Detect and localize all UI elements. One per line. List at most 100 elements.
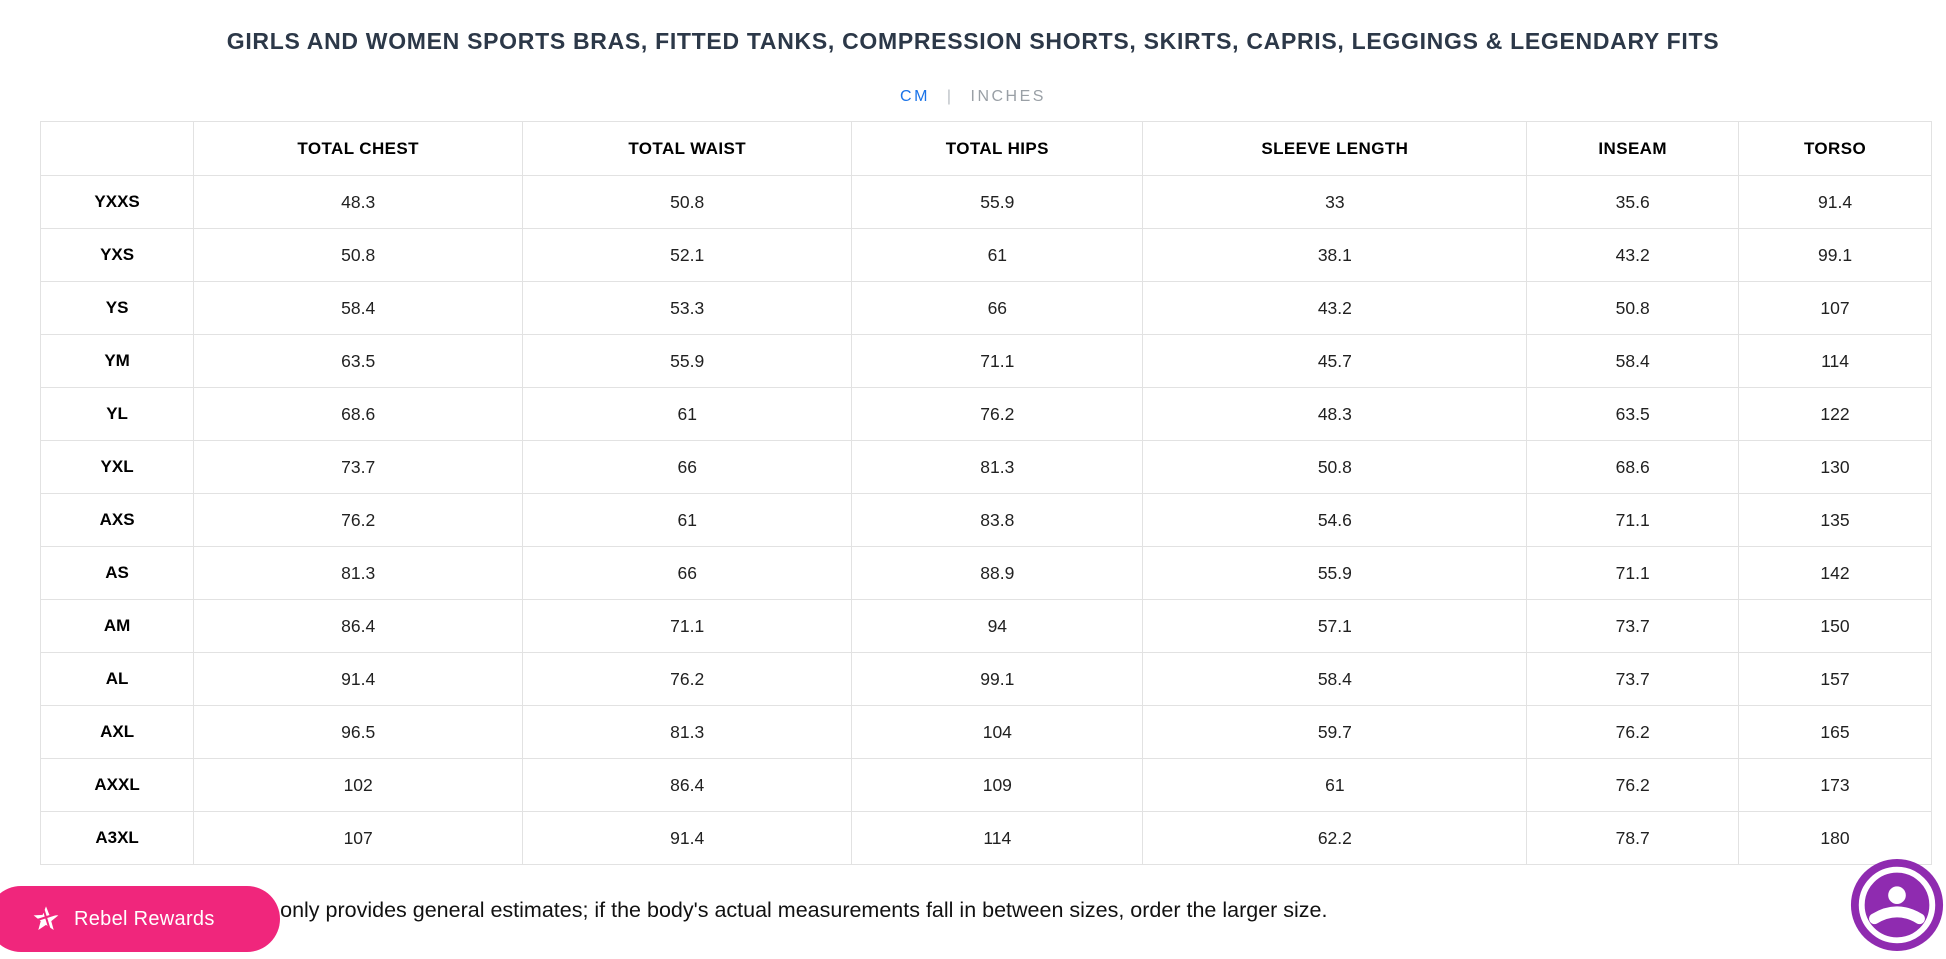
measurement-cell: 142 — [1738, 546, 1932, 600]
measurement-cell: 73.7 — [1526, 652, 1740, 706]
measurement-cell: 61 — [522, 493, 853, 547]
measurement-cell: 102 — [193, 758, 524, 812]
measurement-cell: 48.3 — [193, 175, 524, 229]
unit-separator: | — [946, 88, 954, 105]
table-row: A3XL 107 91.4 114 62.2 78.7 180 — [39, 811, 1932, 865]
measurement-cell: 68.6 — [193, 387, 524, 441]
measurement-cell: 165 — [1738, 705, 1932, 759]
measurement-cell: 66 — [851, 281, 1144, 335]
measurement-cell: 66 — [522, 546, 853, 600]
measurement-cell: 135 — [1738, 493, 1932, 547]
corner-cell — [39, 121, 195, 176]
size-label: YXL — [39, 440, 195, 494]
table-row: AXXL 102 86.4 109 61 76.2 173 — [39, 758, 1932, 812]
unit-inches-link[interactable]: INCHES — [970, 88, 1046, 105]
measurement-cell: 81.3 — [522, 705, 853, 759]
measurement-cell: 76.2 — [522, 652, 853, 706]
measurement-cell: 53.3 — [522, 281, 853, 335]
measurement-cell: 104 — [851, 705, 1144, 759]
measurement-cell: 71.1 — [1526, 493, 1740, 547]
measurement-cell: 99.1 — [1738, 228, 1932, 282]
measurement-cell: 157 — [1738, 652, 1932, 706]
col-header-total-waist: TOTAL WAIST — [522, 121, 853, 176]
size-label: YL — [39, 387, 195, 441]
rebel-rewards-button[interactable]: Rebel Rewards — [0, 886, 280, 952]
measurement-cell: 78.7 — [1526, 811, 1740, 865]
table-row: AM 86.4 71.1 94 57.1 73.7 150 — [39, 599, 1932, 653]
measurement-cell: 71.1 — [1526, 546, 1740, 600]
table-row: AS 81.3 66 88.9 55.9 71.1 142 — [39, 546, 1932, 600]
measurement-cell: 57.1 — [1142, 599, 1528, 653]
size-label: AXL — [39, 705, 195, 759]
size-label: YXXS — [39, 175, 195, 229]
measurement-cell: 83.8 — [851, 493, 1144, 547]
table-row: YXXS 48.3 50.8 55.9 33 35.6 91.4 — [39, 175, 1932, 229]
size-label: YM — [39, 334, 195, 388]
measurement-cell: 109 — [851, 758, 1144, 812]
measurement-cell: 62.2 — [1142, 811, 1528, 865]
size-label: AXXL — [39, 758, 195, 812]
measurement-cell: 68.6 — [1526, 440, 1740, 494]
measurement-cell: 88.9 — [851, 546, 1144, 600]
measurement-cell: 71.1 — [851, 334, 1144, 388]
measurement-cell: 55.9 — [1142, 546, 1528, 600]
measurement-cell: 76.2 — [1526, 758, 1740, 812]
rebel-rewards-label: Rebel Rewards — [74, 907, 215, 930]
col-header-total-chest: TOTAL CHEST — [193, 121, 524, 176]
table-row: YXS 50.8 52.1 61 38.1 43.2 99.1 — [39, 228, 1932, 282]
measurement-cell: 73.7 — [193, 440, 524, 494]
measurement-cell: 91.4 — [522, 811, 853, 865]
size-label: AS — [39, 546, 195, 600]
accessibility-person-icon — [1850, 858, 1944, 952]
measurement-cell: 107 — [193, 811, 524, 865]
measurement-cell: 35.6 — [1526, 175, 1740, 229]
measurement-cell: 43.2 — [1142, 281, 1528, 335]
measurement-cell: 91.4 — [193, 652, 524, 706]
measurement-cell: 61 — [1142, 758, 1528, 812]
size-chart-table: TOTAL CHEST TOTAL WAIST TOTAL HIPS SLEEV… — [39, 121, 1932, 865]
measurement-cell: 107 — [1738, 281, 1932, 335]
measurement-cell: 94 — [851, 599, 1144, 653]
star-icon — [32, 905, 60, 933]
measurement-cell: 38.1 — [1142, 228, 1528, 282]
measurement-cell: 63.5 — [193, 334, 524, 388]
table-row: AXS 76.2 61 83.8 54.6 71.1 135 — [39, 493, 1932, 547]
measurement-cell: 33 — [1142, 175, 1528, 229]
measurement-cell: 76.2 — [193, 493, 524, 547]
measurement-cell: 50.8 — [1142, 440, 1528, 494]
measurement-cell: 54.6 — [1142, 493, 1528, 547]
measurement-cell: 58.4 — [1142, 652, 1528, 706]
measurement-cell: 43.2 — [1526, 228, 1740, 282]
measurement-cell: 76.2 — [1526, 705, 1740, 759]
measurement-cell: 76.2 — [851, 387, 1144, 441]
measurement-cell: 58.4 — [193, 281, 524, 335]
accessibility-widget-button[interactable] — [1848, 856, 1946, 954]
measurement-cell: 130 — [1738, 440, 1932, 494]
col-header-total-hips: TOTAL HIPS — [851, 121, 1144, 176]
table-row: AXL 96.5 81.3 104 59.7 76.2 165 — [39, 705, 1932, 759]
measurement-cell: 91.4 — [1738, 175, 1932, 229]
col-header-torso: TORSO — [1738, 121, 1932, 176]
measurement-cell: 114 — [851, 811, 1144, 865]
measurement-cell: 71.1 — [522, 599, 853, 653]
page-title: GIRLS AND WOMEN SPORTS BRAS, FITTED TANK… — [226, 28, 1720, 54]
measurement-cell: 86.4 — [193, 599, 524, 653]
unit-cm-link[interactable]: CM — [900, 88, 930, 105]
table-row: YM 63.5 55.9 71.1 45.7 58.4 114 — [39, 334, 1932, 388]
measurement-cell: 99.1 — [851, 652, 1144, 706]
measurement-cell: 58.4 — [1526, 334, 1740, 388]
measurement-cell: 63.5 — [1526, 387, 1740, 441]
measurement-cell: 59.7 — [1142, 705, 1528, 759]
table-row: YL 68.6 61 76.2 48.3 63.5 122 — [39, 387, 1932, 441]
measurement-cell: 81.3 — [193, 546, 524, 600]
measurement-cell: 81.3 — [851, 440, 1144, 494]
measurement-cell: 86.4 — [522, 758, 853, 812]
size-label: YS — [39, 281, 195, 335]
measurement-cell: 66 — [522, 440, 853, 494]
measurement-cell: 55.9 — [522, 334, 853, 388]
measurement-cell: 55.9 — [851, 175, 1144, 229]
size-note: rt only provides general estimates; if t… — [261, 898, 1328, 922]
size-label: YXS — [39, 228, 195, 282]
measurement-cell: 48.3 — [1142, 387, 1528, 441]
table-row: YS 58.4 53.3 66 43.2 50.8 107 — [39, 281, 1932, 335]
